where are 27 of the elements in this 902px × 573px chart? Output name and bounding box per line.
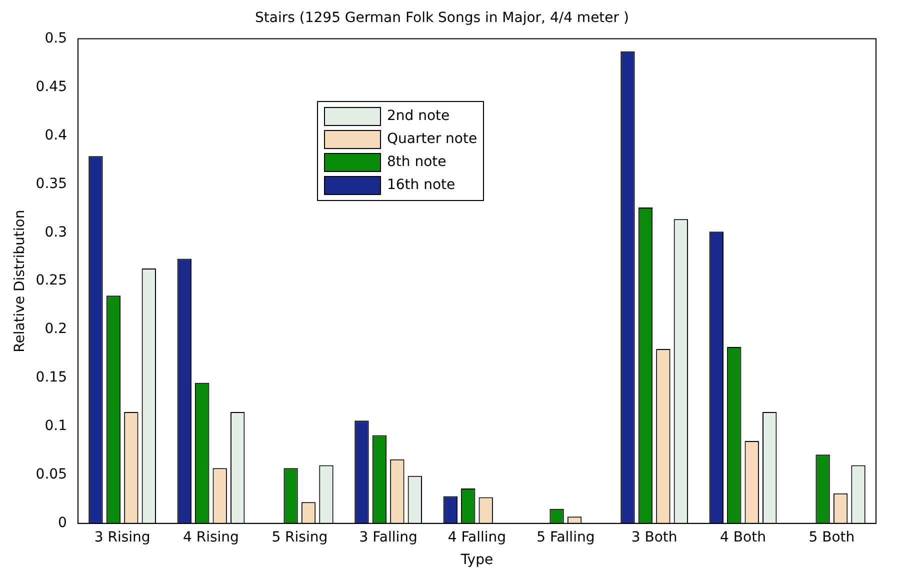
y-tick-label: 0	[58, 515, 67, 532]
x-tick-label: 3 Rising	[94, 529, 150, 546]
y-tick-label: 0.35	[36, 176, 67, 192]
y-tick-label: 0.1	[44, 418, 67, 434]
y-tick-label: 0.45	[36, 78, 67, 95]
x-tick-label: 5 Falling	[536, 529, 595, 546]
x-axis-title: Type	[460, 552, 494, 568]
legend-label: Quarter note	[386, 131, 478, 148]
y-tick-label: 0.25	[36, 272, 67, 289]
x-tick-label: 3 Both	[631, 529, 678, 546]
y-tick-label: 0.15	[36, 370, 67, 386]
y-tick-label: 0.2	[44, 321, 67, 338]
x-tick-label: 5 Rising	[272, 529, 328, 546]
legend-label: 2nd note	[386, 108, 450, 124]
x-tick-label: 4 Both	[720, 529, 766, 546]
x-tick-label: 4 Falling	[448, 529, 506, 546]
y-tick-label: 0.05	[36, 466, 67, 483]
chart-title: Stairs (1295 German Folk Songs in Major, 4/4 meter )	[255, 10, 629, 26]
x-tick-label: 5 Both	[808, 529, 855, 546]
y-tick-label: 0.5	[44, 30, 67, 46]
y-tick-label: 0.4	[44, 127, 68, 144]
y-axis-title: Relative Distribution	[12, 210, 28, 352]
legend-label: 16th note	[386, 177, 456, 194]
x-tick-label: 3 Falling	[359, 529, 418, 546]
legend-label: 8th note	[386, 154, 446, 170]
y-tick-label: 0.3	[44, 224, 67, 240]
x-tick-label: 4 Rising	[183, 529, 239, 546]
